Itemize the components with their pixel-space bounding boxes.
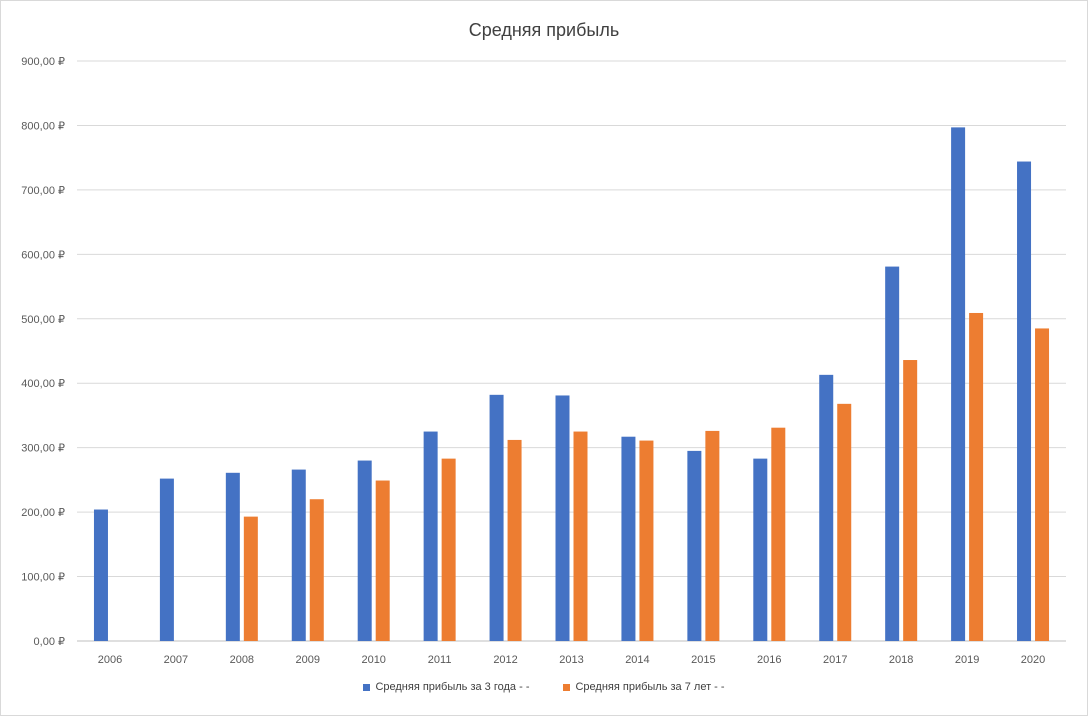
- legend-swatch-blue: [363, 683, 371, 691]
- x-tick-label: 2010: [361, 654, 385, 666]
- y-tick-label: 300,00 ₽: [21, 443, 65, 455]
- legend-label-series-2: Средняя прибыль за 7 лет - -: [575, 681, 725, 693]
- bar-3-year: [687, 450, 702, 641]
- y-tick-label: 200,00 ₽: [21, 507, 65, 519]
- y-tick-label: 500,00 ₽: [21, 314, 65, 326]
- y-tick-label: 400,00 ₽: [21, 378, 65, 390]
- bar-3-year: [291, 469, 306, 641]
- x-tick-label: 2009: [296, 654, 320, 666]
- chart-title: Средняя прибыль: [468, 20, 620, 40]
- x-tick-label: 2018: [889, 654, 913, 666]
- bar-3-year: [489, 394, 504, 641]
- bar-7-year: [771, 427, 786, 641]
- x-tick-label: 2014: [625, 654, 649, 666]
- x-tick-label: 2017: [823, 654, 847, 666]
- bar-7-year: [1035, 328, 1050, 641]
- bar-3-year: [225, 472, 240, 641]
- x-tick-label: 2011: [428, 654, 452, 666]
- y-tick-label: 0,00 ₽: [34, 636, 65, 648]
- legend-item-series-1: Средняя прибыль за 3 года - -: [363, 681, 529, 693]
- x-tick-label: 2012: [493, 654, 517, 666]
- bar-3-year: [753, 458, 768, 641]
- bar-7-year: [309, 499, 324, 641]
- bar-7-year: [903, 360, 918, 641]
- y-tick-label: 700,00 ₽: [21, 185, 65, 197]
- bar-3-year: [1017, 161, 1032, 642]
- x-tick-label: 2013: [559, 654, 583, 666]
- bar-3-year: [951, 127, 966, 641]
- legend-label-series-1: Средняя прибыль за 3 года - -: [375, 681, 530, 693]
- bar-3-year: [159, 478, 174, 641]
- x-tick-label: 2007: [164, 654, 188, 666]
- x-tick-label: 2019: [955, 654, 979, 666]
- x-tick-label: 2016: [757, 654, 781, 666]
- bar-7-year: [507, 439, 522, 641]
- bar-7-year: [441, 458, 456, 641]
- y-tick-label: 800,00 ₽: [21, 120, 65, 132]
- legend-swatch-orange: [563, 683, 571, 691]
- x-tick-label: 2006: [98, 654, 122, 666]
- x-tick-label: 2020: [1021, 654, 1045, 666]
- bar-7-year: [375, 480, 390, 641]
- bar-3-year: [621, 436, 636, 641]
- bar-7-year: [705, 430, 720, 641]
- legend: Средняя прибыль за 3 года - - Средняя пр…: [0, 681, 1088, 693]
- bar-3-year: [93, 509, 108, 641]
- bar-3-year: [423, 431, 438, 641]
- bar-7-year: [639, 440, 654, 641]
- x-tick-label: 2015: [691, 654, 715, 666]
- y-tick-label: 900,00 ₽: [21, 56, 65, 68]
- bar-7-year: [243, 516, 258, 641]
- bar-7-year: [837, 403, 852, 641]
- bar-3-year: [819, 374, 834, 641]
- x-tick-label: 2008: [230, 654, 254, 666]
- y-tick-label: 100,00 ₽: [21, 572, 65, 584]
- bar-7-year: [969, 312, 984, 641]
- bar-3-year: [555, 395, 570, 641]
- legend-item-series-2: Средняя прибыль за 7 лет - -: [563, 681, 725, 693]
- bar-3-year: [357, 460, 372, 641]
- y-tick-label: 600,00 ₽: [21, 249, 65, 261]
- bar-7-year: [573, 431, 588, 641]
- bar-3-year: [885, 266, 900, 641]
